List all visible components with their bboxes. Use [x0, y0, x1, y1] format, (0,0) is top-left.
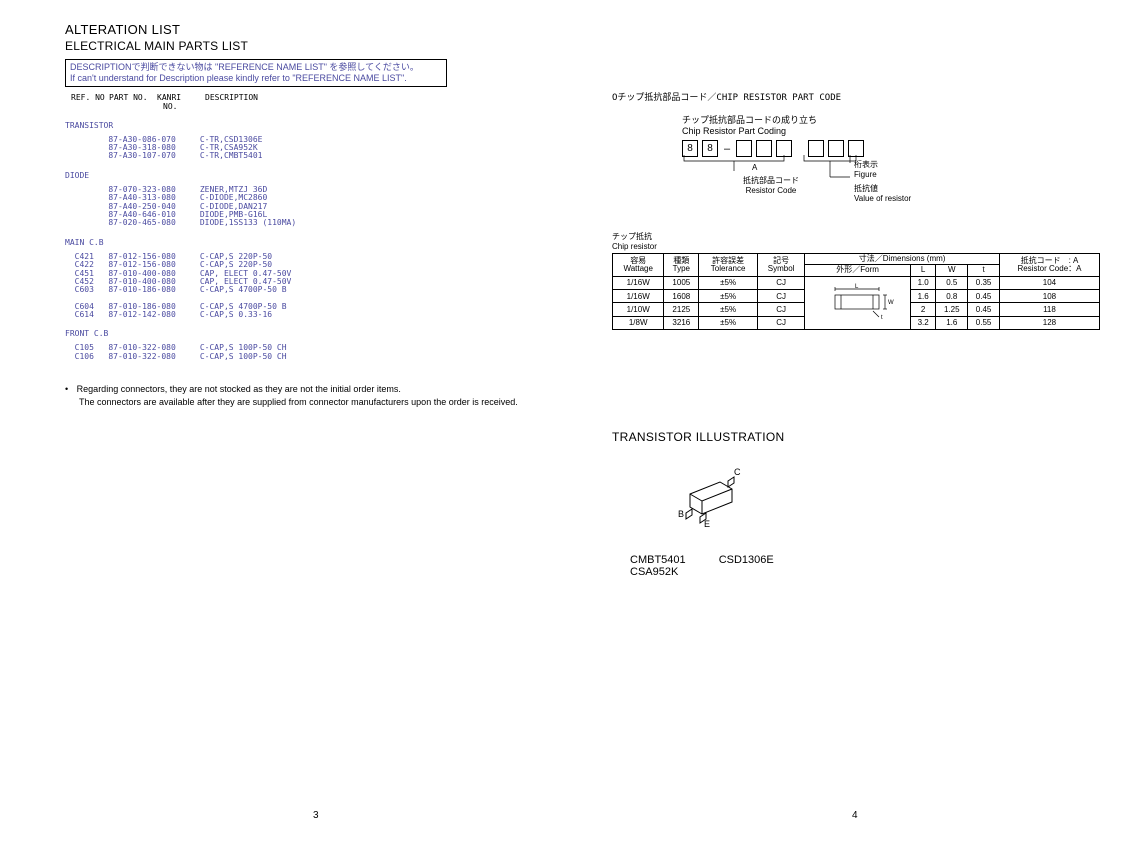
- chip-annotations: A 抵抗部品コード Resistor Code 桁表示 Figure 抵抗値 V…: [682, 157, 942, 227]
- page-number-left: 3: [313, 810, 319, 821]
- title-sub: ELECTRICAL MAIN PARTS LIST: [65, 39, 565, 53]
- th-dim: 寸法／Dimensions (mm): [805, 254, 1000, 265]
- annot-rescode: 抵抗部品コード Resistor Code: [721, 175, 821, 195]
- left-column: ALTERATION LIST ELECTRICAL MAIN PARTS LI…: [65, 22, 565, 409]
- th-tol: 許容誤差Tolerance: [699, 254, 758, 277]
- hdr-part: PART NO.: [109, 93, 157, 111]
- rows-transistor: 87-A30-086-070 C-TR,CSD1306E 87-A30-318-…: [65, 136, 565, 161]
- annot-value: 抵抗値 Value of resistor: [854, 183, 911, 203]
- right-column: Oチップ抵抗部品コード／CHIP RESISTOR PART CODE チップ抵…: [612, 90, 1102, 578]
- th-type: 種類Type: [664, 254, 699, 277]
- notice-box: DESCRIPTIONで判断できない物は "REFERENCE NAME LIS…: [65, 59, 447, 87]
- sect-frontcb: FRONT C.B: [65, 329, 565, 338]
- th-W: W: [936, 265, 968, 276]
- th-rescode: 抵抗コード : AResistor Code：A: [999, 254, 1099, 277]
- rows-diode: 87-070-323-080 ZENER,MTZJ 36D 87-A40-313…: [65, 186, 565, 228]
- th-sym: 記号Symbol: [757, 254, 804, 277]
- chip-jp: チップ抵抗部品コードの成り立ち: [682, 113, 942, 126]
- th-wattage: 容易Wattage: [613, 254, 664, 277]
- annot-figure: 桁表示 Figure: [854, 159, 878, 179]
- trans-label-1: CMBT5401: [630, 554, 686, 566]
- chip-resistor-table: 容易Wattage 種類Type 許容誤差Tolerance 記号Symbol …: [612, 253, 1100, 330]
- th-t: t: [968, 265, 1000, 276]
- rows-maincb: C421 87-012-156-080 C-CAP,S 220P-50 C422…: [65, 253, 565, 295]
- title-main: ALTERATION LIST: [65, 22, 565, 37]
- connector-note: • Regarding connectors, they are not sto…: [65, 383, 565, 409]
- rows-maincb2: C604 87-010-186-080 C-CAP,S 4700P-50 B C…: [65, 303, 565, 320]
- chip-coding-block: チップ抵抗部品コードの成り立ち Chip Resistor Part Codin…: [682, 113, 942, 227]
- notice-jp: DESCRIPTIONで判断できない物は "REFERENCE NAME LIS…: [70, 62, 442, 73]
- pin-c: C: [734, 467, 741, 477]
- transistor-illustration-title: TRANSISTOR ILLUSTRATION: [612, 430, 1102, 444]
- chip-small: チップ抵抗 Chip resistor: [612, 231, 1102, 251]
- svg-text:t: t: [881, 315, 883, 321]
- transistor-labels: CMBT5401 CSD1306E CSA952K: [630, 554, 1102, 578]
- pin-e: E: [704, 519, 710, 529]
- sect-maincb: MAIN C.B: [65, 238, 565, 247]
- parts-header: REF. NO PART NO. KANRI NO. DESCRIPTION: [65, 93, 565, 111]
- hdr-desc: DESCRIPTION: [205, 93, 305, 111]
- transistor-drawing: C B E: [672, 464, 1102, 534]
- trans-label-3: CSA952K: [630, 566, 678, 578]
- th-L: L: [910, 265, 936, 276]
- page-number-right: 4: [852, 810, 858, 821]
- th-form: 外形／Form: [805, 265, 911, 276]
- hdr-ref: REF. NO: [71, 93, 109, 111]
- sect-diode: DIODE: [65, 171, 565, 180]
- note-line2: The connectors are available after they …: [79, 397, 518, 407]
- table-row: 1/16W1005±5%CJLWt1.00.50.35104: [613, 276, 1100, 289]
- note-line1: Regarding connectors, they are not stock…: [77, 384, 401, 394]
- hdr-kanri: KANRI NO.: [157, 93, 205, 111]
- rows-frontcb: C105 87-010-322-080 C-CAP,S 100P-50 CH C…: [65, 344, 565, 361]
- trans-label-2: CSD1306E: [719, 554, 774, 566]
- sect-transistor: TRANSISTOR: [65, 121, 565, 130]
- bullet-dot: •: [65, 384, 68, 394]
- chip-code-title: Oチップ抵抗部品コード／CHIP RESISTOR PART CODE: [612, 90, 1102, 103]
- svg-text:W: W: [888, 300, 894, 306]
- notice-en: If can't understand for Description plea…: [70, 73, 442, 84]
- pin-b: B: [678, 509, 684, 519]
- annot-a: A: [752, 163, 757, 172]
- form-diagram: LWt: [805, 276, 911, 329]
- chip-en: Chip Resistor Part Coding: [682, 126, 942, 136]
